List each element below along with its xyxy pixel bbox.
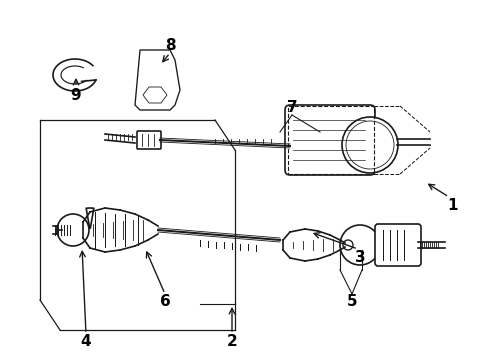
Polygon shape [135, 50, 180, 110]
Text: 3: 3 [355, 249, 366, 265]
FancyBboxPatch shape [137, 131, 161, 149]
Circle shape [360, 135, 380, 155]
Polygon shape [143, 87, 167, 103]
Text: 8: 8 [165, 37, 175, 53]
Circle shape [343, 240, 353, 250]
Text: 2: 2 [227, 334, 237, 350]
Text: 4: 4 [81, 334, 91, 350]
Wedge shape [86, 208, 94, 228]
Circle shape [346, 121, 394, 169]
FancyBboxPatch shape [285, 105, 375, 175]
Circle shape [342, 117, 398, 173]
Circle shape [57, 214, 89, 246]
Circle shape [340, 225, 380, 265]
Text: 5: 5 [347, 294, 357, 310]
Circle shape [352, 127, 388, 163]
FancyBboxPatch shape [375, 224, 421, 266]
Text: 1: 1 [448, 198, 458, 212]
Text: 6: 6 [160, 294, 171, 310]
Text: 7: 7 [287, 99, 297, 114]
FancyBboxPatch shape [58, 226, 70, 234]
Text: 9: 9 [71, 87, 81, 103]
